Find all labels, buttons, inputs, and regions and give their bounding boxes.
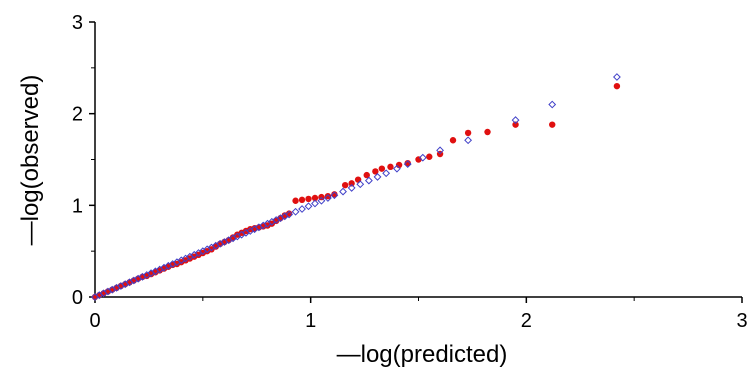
data-point-diamond xyxy=(339,187,347,196)
y-axis-label: —log(observed) xyxy=(17,75,44,246)
data-point-diamond xyxy=(373,173,382,181)
data-point-diamond xyxy=(382,169,391,178)
x-axis-minor-ticks xyxy=(202,297,635,301)
data-point-circle xyxy=(613,82,621,90)
data-point-circle xyxy=(341,181,349,189)
data-point-diamond xyxy=(613,73,621,81)
data-point-circle xyxy=(378,165,386,172)
data-point-diamond xyxy=(548,100,557,109)
data-markers xyxy=(91,73,621,301)
x-tick-label: 0 xyxy=(89,310,100,332)
x-tick-label: 3 xyxy=(736,310,747,332)
data-point-circle xyxy=(311,194,319,202)
data-point-circle xyxy=(426,153,433,160)
data-point-circle xyxy=(449,137,457,144)
data-point-circle xyxy=(372,168,379,175)
data-point-diamond xyxy=(464,136,473,145)
x-tick-label: 1 xyxy=(305,310,316,332)
data-point-circle xyxy=(484,128,491,136)
y-axis-ticks: 0 1 2 3 xyxy=(72,12,95,309)
x-tick-label: 2 xyxy=(521,310,532,332)
data-point-diamond xyxy=(364,176,373,185)
data-point-circle xyxy=(549,121,556,128)
data-point-circle xyxy=(331,191,338,198)
x-axis-ticks: 0 1 2 3 xyxy=(89,297,748,332)
data-point-diamond xyxy=(311,199,319,208)
data-point-diamond xyxy=(347,184,356,192)
x-axis-label: —log(predicted) xyxy=(337,341,508,368)
data-point-circle xyxy=(387,163,394,171)
y-tick-label: 3 xyxy=(72,12,83,34)
data-point-diamond xyxy=(298,205,306,213)
data-point-diamond xyxy=(511,116,520,124)
y-axis-minor-ticks xyxy=(91,67,95,252)
data-point-diamond xyxy=(291,207,300,216)
y-tick-label: 2 xyxy=(72,104,83,126)
data-point-circle xyxy=(512,121,519,128)
data-point-diamond xyxy=(436,146,444,155)
data-point-diamond xyxy=(403,160,412,168)
data-point-circle xyxy=(298,196,306,204)
data-point-circle xyxy=(464,129,472,137)
data-point-diamond xyxy=(330,191,339,200)
data-point-circle xyxy=(404,159,411,167)
data-point-circle xyxy=(324,192,332,200)
data-point-diamond xyxy=(285,210,294,219)
data-point-diamond xyxy=(393,164,401,173)
data-point-circle xyxy=(292,197,299,204)
data-point-circle xyxy=(348,180,355,187)
data-point-diamond xyxy=(356,180,365,189)
data-point-diamond xyxy=(418,153,427,162)
data-point-circle xyxy=(354,176,362,183)
data-point-circle xyxy=(363,171,370,179)
y-tick-label: 1 xyxy=(72,195,83,217)
data-point-diamond xyxy=(317,196,326,205)
data-point-diamond xyxy=(324,194,332,202)
data-point-circle xyxy=(305,195,312,203)
data-point-diamond xyxy=(304,202,313,211)
y-tick-label: 0 xyxy=(72,287,83,309)
